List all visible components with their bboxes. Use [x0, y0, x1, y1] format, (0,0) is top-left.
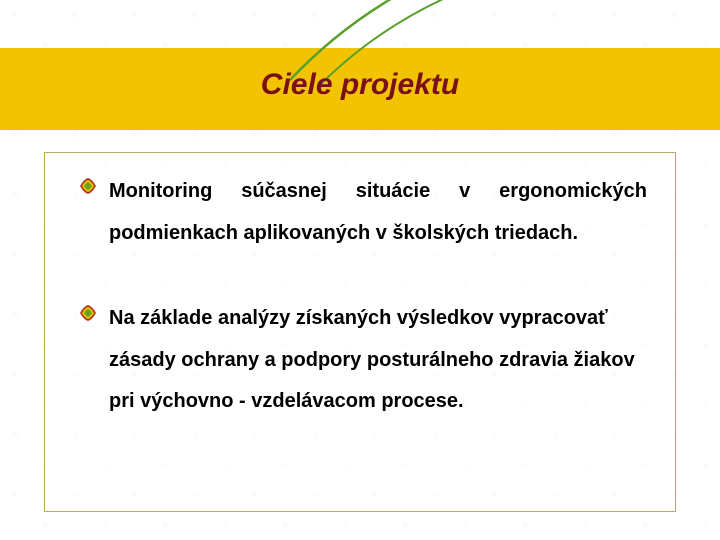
- bullet-icon: [79, 177, 101, 200]
- content-box: Monitoring súčasnej situácie v ergonomic…: [44, 152, 676, 512]
- bullet-item: Monitoring súčasnej situácie v ergonomic…: [79, 171, 647, 254]
- slide-title: Ciele projektu: [0, 68, 720, 102]
- bullet-item: Na základe analýzy získaných výsledkov v…: [79, 298, 647, 423]
- bullet-text: Monitoring súčasnej situácie v ergonomic…: [109, 171, 647, 254]
- bullet-text: Na základe analýzy získaných výsledkov v…: [109, 298, 647, 423]
- bullet-icon: [79, 304, 101, 327]
